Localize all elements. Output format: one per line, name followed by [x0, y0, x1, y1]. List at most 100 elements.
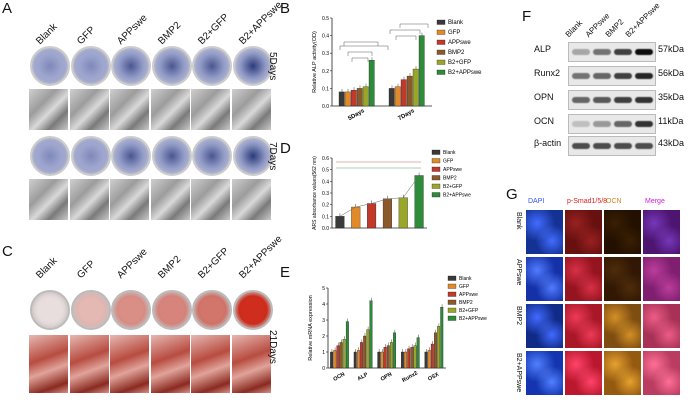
bar — [412, 68, 419, 107]
chart-b: 0.0 0.1 0.2 0.3 0.4 0.5 Relative ALP activity(… — [312, 16, 482, 122]
y-tick-label: 0.4 — [322, 179, 329, 185]
significance-bracket — [389, 29, 421, 34]
fluorescence-image — [643, 210, 680, 254]
culture-dish — [232, 136, 273, 176]
bar — [338, 91, 345, 107]
micrograph — [68, 178, 110, 221]
column-label: BMP2 — [155, 253, 183, 281]
channel-label: p-Smad1/5/8 — [567, 198, 608, 205]
micrograph — [149, 178, 191, 221]
y-tick-label: 0.5 — [322, 168, 329, 174]
blot-strip — [568, 114, 656, 134]
bar — [366, 329, 370, 369]
protein-band — [593, 49, 611, 55]
micrograph — [230, 88, 272, 131]
protein-band — [635, 49, 653, 55]
protein-band — [635, 143, 653, 149]
micrograph — [28, 178, 69, 221]
protein-band — [614, 49, 632, 55]
stained-dish — [70, 290, 111, 330]
column-label: GFP — [74, 24, 98, 47]
row-label: 7Days — [267, 142, 278, 171]
legend-label: APPswe — [448, 40, 471, 46]
category-label: OPN — [380, 372, 393, 383]
column-label: B2+APPswe — [236, 0, 285, 47]
culture-dish — [232, 46, 273, 86]
bar — [400, 79, 407, 107]
y-axis-label: ARS absorbance values(562 nm) — [312, 156, 318, 230]
culture-dish — [70, 46, 111, 86]
bar — [416, 337, 420, 369]
column-label: APPswe — [115, 12, 150, 47]
protein-band — [572, 121, 590, 127]
column-label: BMP2 — [155, 19, 183, 47]
bar — [368, 60, 375, 107]
fluorescence-image — [643, 351, 680, 395]
bar — [406, 75, 413, 107]
category-label: 7Days — [397, 108, 416, 122]
legend-label: Blank — [448, 20, 464, 26]
bar — [353, 351, 357, 369]
row-label: B2+APPswe — [515, 353, 522, 393]
significance-bracket — [339, 45, 389, 50]
bar — [367, 203, 377, 229]
protein-band — [614, 143, 632, 149]
significance-bracket — [347, 51, 373, 56]
legend-swatch — [436, 59, 446, 65]
legend-label: APPswe — [443, 167, 462, 173]
fluorescence-image — [643, 304, 680, 348]
y-tick-label: 0.3 — [322, 191, 329, 197]
row-label: APPswe — [515, 259, 522, 286]
y-tick-label: 0.2 — [322, 203, 329, 209]
bar — [414, 175, 424, 229]
culture-dish — [30, 46, 70, 86]
bar — [380, 351, 384, 369]
band-label: Runx2 — [534, 68, 561, 78]
bar — [330, 351, 334, 369]
y-tick-label: 0.6 — [322, 156, 329, 162]
column-label: Blank — [34, 21, 60, 47]
bar — [383, 347, 387, 369]
culture-dish — [30, 136, 70, 176]
bar — [339, 342, 343, 369]
stained-dish — [30, 290, 70, 330]
culture-dish — [70, 136, 111, 176]
legend-label: B2+GFP — [443, 184, 463, 190]
protein-band — [572, 73, 590, 79]
legend-swatch — [447, 315, 457, 321]
y-tick-label: 0.5 — [322, 16, 329, 22]
legend-swatch — [447, 299, 457, 305]
protein-band — [614, 121, 632, 127]
y-tick-label: 0.0 — [322, 104, 329, 110]
channel-label: DAPI — [528, 198, 545, 205]
bar — [398, 197, 408, 229]
bar — [389, 342, 393, 369]
bar — [362, 86, 369, 107]
fluorescence-image — [604, 257, 641, 301]
significance-bracket — [399, 23, 429, 28]
bar — [333, 350, 337, 369]
legend-swatch — [436, 69, 446, 75]
bar — [440, 307, 444, 369]
legend-label: BMP2 — [443, 176, 457, 182]
blot-strip — [568, 42, 656, 62]
legend-swatch — [431, 158, 441, 164]
culture-dish — [151, 136, 192, 176]
channel-label: OCN — [606, 198, 622, 205]
protein-band — [593, 121, 611, 127]
legend-swatch — [431, 149, 441, 155]
legend-swatch — [431, 175, 441, 181]
bar — [388, 88, 395, 107]
legend-swatch — [447, 275, 457, 281]
legend-swatch — [436, 49, 446, 55]
band-label: ALP — [534, 44, 552, 54]
legend-label: B2+GFP — [459, 308, 479, 314]
y-tick-label: 1 — [322, 350, 325, 356]
channel-label: Merge — [645, 198, 665, 205]
micrograph — [190, 88, 231, 131]
blot-strip — [568, 90, 656, 110]
column-label: Blank — [34, 255, 60, 281]
stained-dish — [151, 290, 192, 330]
bar — [363, 335, 367, 369]
column-label: B2+APPswe — [236, 233, 285, 281]
